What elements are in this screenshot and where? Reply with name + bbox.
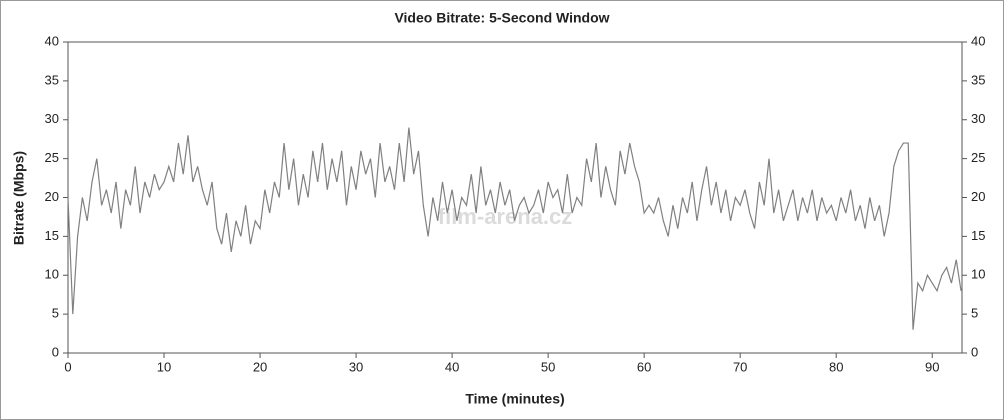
y2-tick-label: 15 (971, 228, 985, 243)
x-tick-label: 70 (733, 359, 747, 374)
x-tick-label: 80 (829, 359, 843, 374)
y-axis-label: Bitrate (Mbps) (11, 151, 27, 245)
x-tick-label: 30 (349, 359, 363, 374)
x-tick-label: 20 (253, 359, 267, 374)
y2-tick-label: 35 (971, 72, 985, 87)
x-tick-label: 60 (637, 359, 651, 374)
y-tick-label: 40 (45, 33, 59, 48)
y2-tick-label: 40 (971, 33, 985, 48)
watermark: film-arena.cz (438, 204, 573, 229)
x-axis-label: Time (minutes) (465, 391, 564, 407)
data-line (67, 127, 962, 330)
x-tick-label: 40 (445, 359, 459, 374)
y2-tick-label: 10 (971, 267, 985, 282)
y2-tick-label: 30 (971, 111, 985, 126)
y-tick-label: 25 (45, 150, 59, 165)
y2-tick-label: 20 (971, 189, 985, 204)
x-tick-label: 90 (925, 359, 939, 374)
x-tick-label: 10 (157, 359, 171, 374)
y-tick-label: 15 (45, 228, 59, 243)
y2-tick-label: 0 (971, 344, 978, 359)
y2-tick-label: 25 (971, 150, 985, 165)
y-tick-label: 0 (52, 344, 59, 359)
y-tick-label: 5 (52, 306, 59, 321)
y-tick-label: 20 (45, 189, 59, 204)
x-tick-label: 0 (64, 359, 71, 374)
x-tick-label: 50 (541, 359, 555, 374)
chart-title: Video Bitrate: 5-Second Window (394, 10, 609, 26)
y2-tick-label: 5 (971, 306, 978, 321)
y-tick-label: 35 (45, 72, 59, 87)
y-tick-label: 30 (45, 111, 59, 126)
y-tick-label: 10 (45, 267, 59, 282)
